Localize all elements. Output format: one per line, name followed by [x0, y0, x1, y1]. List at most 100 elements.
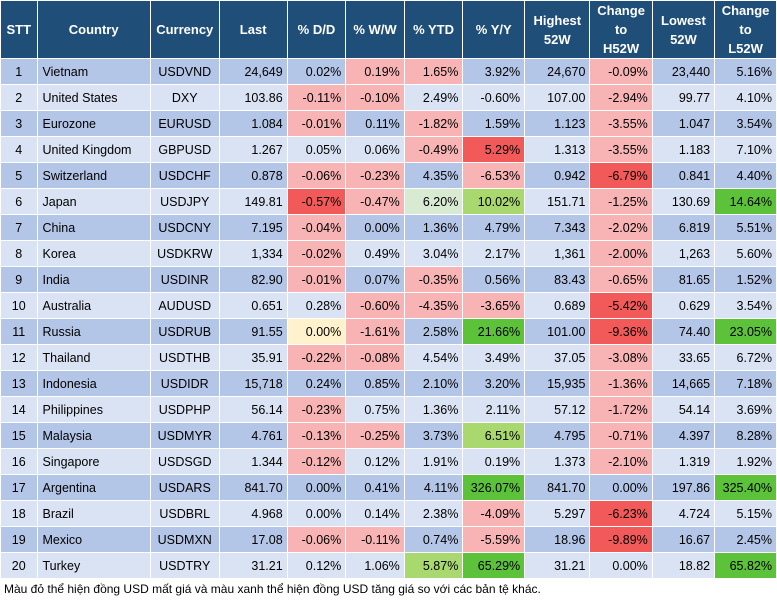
table-cell: 56.14 — [218, 396, 288, 423]
column-header-text: to — [739, 22, 752, 37]
table-cell: 17 — [0, 474, 38, 501]
table-cell: 3 — [0, 110, 38, 137]
table-row: 3 Eurozone EURUSD 1.084 -0.01% 0.11% -1.82% 1.5… — [0, 110, 777, 137]
table-cell: 4.397 — [651, 422, 716, 449]
table-cell: 57.12 — [524, 396, 591, 423]
table-cell: 1.047 — [651, 110, 716, 137]
table-cell: 91.55 — [218, 318, 288, 345]
table-cell: -1.82% — [403, 110, 464, 137]
table-cell: 107.00 — [524, 84, 591, 111]
table-cell: China — [36, 214, 151, 241]
table-cell: 325.40% — [714, 474, 777, 501]
table-cell: Vietnam — [36, 58, 151, 85]
table-cell: -1.61% — [345, 318, 405, 345]
table-cell: 0.85% — [345, 370, 405, 397]
table-cell: 31.21 — [218, 552, 288, 579]
table-cell: -9.89% — [589, 526, 653, 553]
table-cell: USDCNY — [149, 214, 220, 241]
table-cell: 13 — [0, 370, 38, 397]
table-cell: 1,263 — [651, 240, 716, 267]
table-cell: -0.08% — [345, 344, 405, 371]
table-cell: 9 — [0, 266, 38, 293]
table-cell: USDTRY — [149, 552, 220, 579]
table-cell: USDMXN — [149, 526, 220, 553]
table-cell: 1.267 — [218, 136, 288, 163]
table-cell: 3.54% — [714, 292, 777, 319]
column-header-text: % W/W — [353, 22, 397, 37]
table-cell: 10.02% — [462, 188, 526, 215]
table-cell: 0.00% — [286, 474, 347, 501]
table-cell: 5.51% — [714, 214, 777, 241]
table-row: 1 Vietnam USDVND 24,649 0.02% 0.19% 1.65% 3.92%… — [0, 58, 777, 85]
table-cell: USDINR — [149, 266, 220, 293]
table-cell: 5.87% — [403, 552, 464, 579]
table-cell: 1.91% — [403, 448, 464, 475]
table-cell: 1,334 — [218, 240, 288, 267]
table-cell: 8 — [0, 240, 38, 267]
table-cell: -0.57% — [286, 188, 347, 215]
table-cell: 10 — [0, 292, 38, 319]
table-cell: 4.35% — [403, 162, 464, 189]
table-cell: Japan — [36, 188, 151, 215]
table-cell: 1 — [0, 58, 38, 85]
table-cell: 4.79% — [462, 214, 526, 241]
table-cell: 149.81 — [218, 188, 288, 215]
table-cell: -0.49% — [403, 136, 464, 163]
table-cell: 2.58% — [403, 318, 464, 345]
table-cell: 6.51% — [462, 422, 526, 449]
table-cell: 0.629 — [651, 292, 716, 319]
table-cell: 65.29% — [462, 552, 526, 579]
table-cell: 1.92% — [714, 448, 777, 475]
table-cell: 0.24% — [286, 370, 347, 397]
table-cell: 3.73% — [403, 422, 464, 449]
table-cell: USDBRL — [149, 500, 220, 527]
table-cell: -0.10% — [345, 84, 405, 111]
table-cell: 35.91 — [218, 344, 288, 371]
column-header-text: H52W — [603, 41, 640, 56]
table-cell: -0.60% — [462, 84, 526, 111]
table-cell: -2.94% — [589, 84, 653, 111]
table-cell: 0.02% — [286, 58, 347, 85]
table-cell: 23.05% — [714, 318, 777, 345]
table-cell: 3.69% — [714, 396, 777, 423]
table-cell: -5.42% — [589, 292, 653, 319]
table-cell: 0.28% — [286, 292, 347, 319]
table-cell: 1.36% — [403, 396, 464, 423]
table-cell: 4.761 — [218, 422, 288, 449]
table-cell: 3.49% — [462, 344, 526, 371]
table-cell: 99.77 — [651, 84, 716, 111]
table-row: 11 Russia USDRUB 91.55 0.00% -1.61% 2.58% 21.66… — [0, 318, 777, 345]
table-cell: -0.65% — [589, 266, 653, 293]
column-header-text: STT — [6, 22, 32, 37]
table-cell: 33.65 — [651, 344, 716, 371]
table-cell: -6.23% — [589, 500, 653, 527]
table-cell: 37.05 — [524, 344, 591, 371]
table-cell: 15 — [0, 422, 38, 449]
table-cell: 7 — [0, 214, 38, 241]
table-cell: 151.71 — [524, 188, 591, 215]
table-cell: 14,665 — [651, 370, 716, 397]
table-cell: USDJPY — [149, 188, 220, 215]
table-cell: -0.11% — [345, 526, 405, 553]
table-cell: 6.20% — [403, 188, 464, 215]
column-header: Lowest 52W — [651, 0, 716, 59]
table-cell: 2.49% — [403, 84, 464, 111]
table-cell: AUDUSD — [149, 292, 220, 319]
table-cell: Turkey — [36, 552, 151, 579]
table-row: 20 Turkey USDTRY 31.21 0.12% 1.06% 5.87% 65.29%… — [0, 552, 777, 579]
table-cell: United States — [36, 84, 151, 111]
table-cell: 0.75% — [345, 396, 405, 423]
table-cell: 11 — [0, 318, 38, 345]
table-cell: -4.09% — [462, 500, 526, 527]
table-cell: 7.18% — [714, 370, 777, 397]
table-cell: -0.13% — [286, 422, 347, 449]
column-header-text: Country — [68, 22, 119, 37]
table-cell: USDKRW — [149, 240, 220, 267]
table-cell: 2.17% — [462, 240, 526, 267]
table-cell: 0.12% — [345, 448, 405, 475]
table-cell: 0.14% — [345, 500, 405, 527]
table-cell: 15,718 — [218, 370, 288, 397]
table-cell: 1.313 — [524, 136, 591, 163]
column-header-text: Last — [239, 22, 267, 37]
table-cell: 0.942 — [524, 162, 591, 189]
